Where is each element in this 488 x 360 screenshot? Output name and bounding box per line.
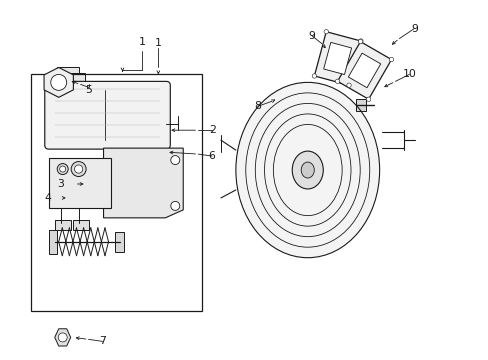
Bar xyxy=(55,220,71,230)
Polygon shape xyxy=(55,329,71,346)
Text: 7: 7 xyxy=(99,336,106,346)
Ellipse shape xyxy=(292,151,323,189)
Text: 9: 9 xyxy=(410,24,417,33)
Circle shape xyxy=(358,39,362,43)
Bar xyxy=(355,99,365,111)
Circle shape xyxy=(58,333,67,342)
Text: 10: 10 xyxy=(402,69,415,80)
FancyBboxPatch shape xyxy=(45,81,170,149)
Text: 3: 3 xyxy=(57,179,64,189)
Text: 9: 9 xyxy=(307,31,315,41)
Circle shape xyxy=(60,166,65,172)
Text: 1: 1 xyxy=(155,37,162,48)
Ellipse shape xyxy=(301,162,314,178)
Polygon shape xyxy=(103,148,183,218)
Bar xyxy=(49,158,110,208)
Circle shape xyxy=(324,30,328,34)
Circle shape xyxy=(74,165,82,173)
Text: 8: 8 xyxy=(254,101,261,111)
Circle shape xyxy=(358,40,362,44)
Bar xyxy=(57,67,79,73)
Text: 4: 4 xyxy=(44,193,51,203)
Circle shape xyxy=(366,97,370,102)
Circle shape xyxy=(170,156,180,165)
Circle shape xyxy=(346,83,350,87)
Bar xyxy=(31,75,202,311)
Polygon shape xyxy=(347,53,380,88)
Text: 2: 2 xyxy=(208,125,215,135)
Circle shape xyxy=(388,57,393,62)
Circle shape xyxy=(335,79,339,84)
Bar xyxy=(49,230,57,254)
Text: 5: 5 xyxy=(85,85,92,95)
Circle shape xyxy=(311,74,316,78)
Text: 6: 6 xyxy=(208,151,215,161)
Bar xyxy=(114,232,124,252)
Polygon shape xyxy=(323,42,351,75)
Polygon shape xyxy=(314,32,360,85)
Text: 1: 1 xyxy=(139,36,145,46)
Circle shape xyxy=(170,201,180,210)
Bar xyxy=(73,220,88,230)
Bar xyxy=(57,73,84,85)
Circle shape xyxy=(57,163,68,175)
Ellipse shape xyxy=(235,82,379,258)
Polygon shape xyxy=(44,67,73,97)
Circle shape xyxy=(51,75,66,90)
Circle shape xyxy=(71,162,86,176)
Polygon shape xyxy=(337,42,391,99)
